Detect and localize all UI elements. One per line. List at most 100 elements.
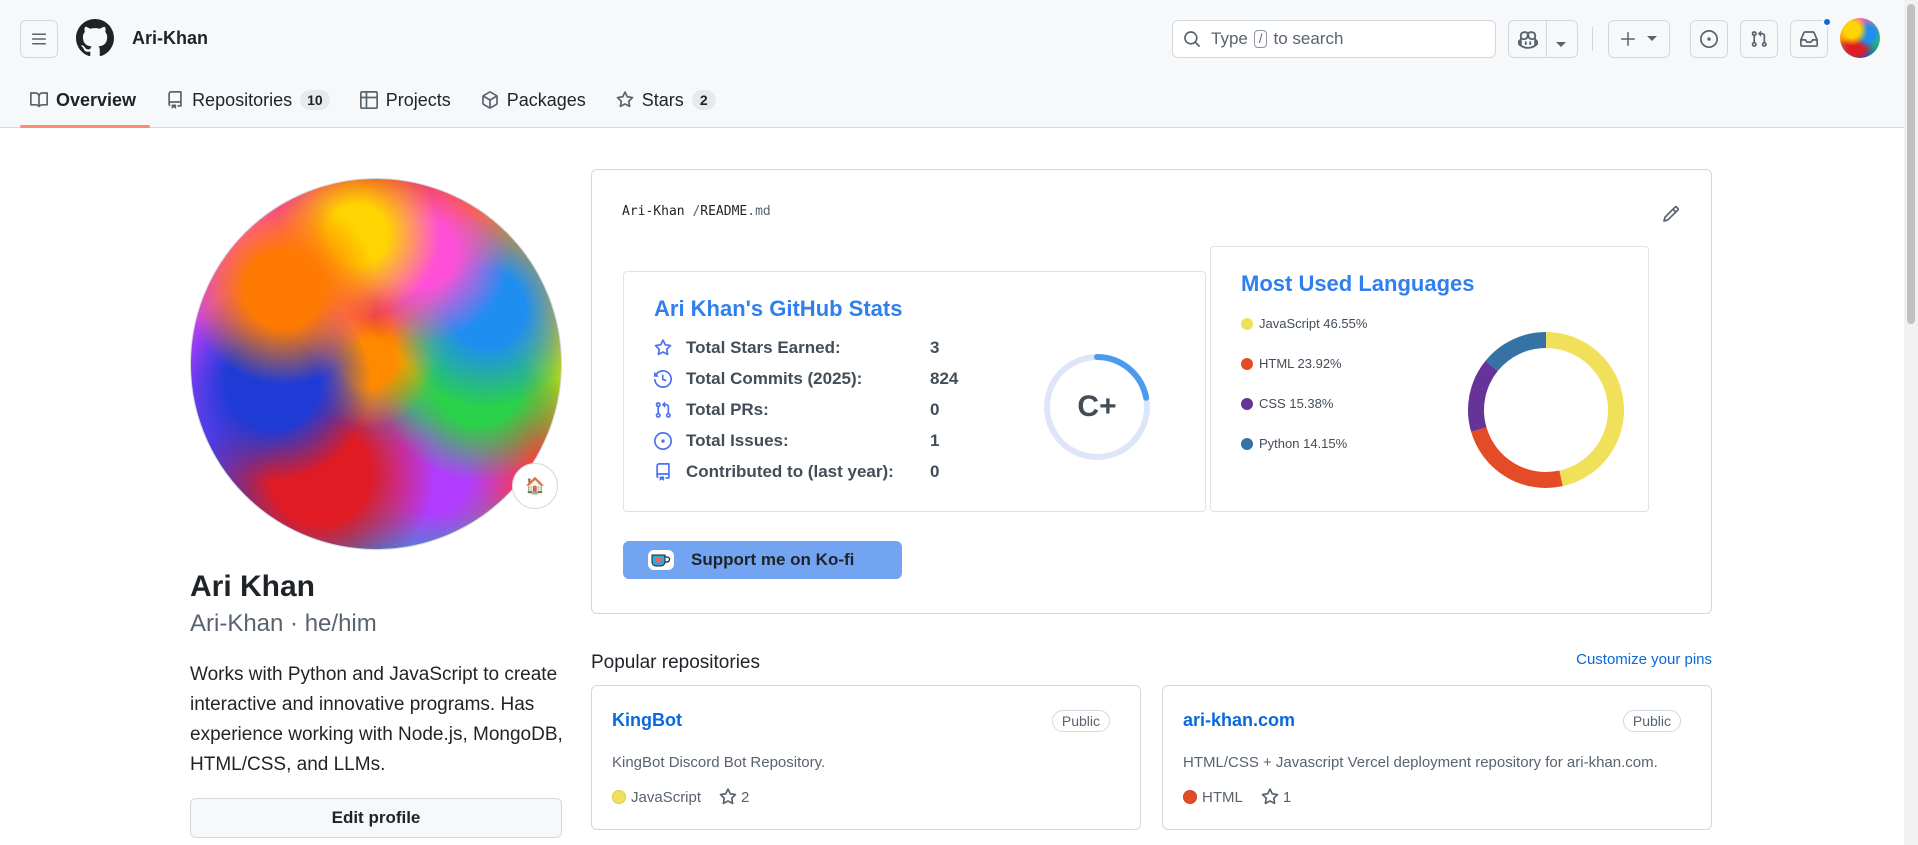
donut-slice-python [1485, 332, 1547, 372]
legend-swatch [1241, 317, 1253, 330]
tab-projects[interactable]: Projects [350, 80, 465, 120]
pinned-repo-card: KingBot Public KingBot Discord Bot Repos… [591, 685, 1141, 830]
chevron-down-icon [1646, 35, 1658, 43]
stat-value: 0 [930, 462, 940, 481]
profile-bio: Works with Python and JavaScript to crea… [190, 664, 563, 775]
repo-icon [654, 463, 678, 481]
search-prefix: Type [1211, 29, 1248, 48]
stat-value: 1 [930, 431, 940, 450]
languages-donut-chart [1468, 332, 1624, 488]
edit-readme-button[interactable] [1659, 202, 1683, 226]
kofi-button[interactable]: Support me on Ko-fi [623, 541, 902, 579]
global-header: Ari-Khan Type / to search [0, 0, 1904, 128]
edit-profile-button[interactable]: Edit profile [190, 798, 562, 838]
readme-path: Ari-Khan /README.md [622, 204, 771, 219]
book-icon [30, 92, 48, 108]
stat-value: 824 [930, 369, 959, 388]
search-suffix: to search [1273, 29, 1344, 48]
chevron-down-icon [1555, 36, 1567, 54]
pull-requests-button[interactable] [1740, 20, 1778, 58]
stat-label: Total Commits (2025): [686, 369, 863, 388]
languages-title: Most Used Languages [1241, 271, 1475, 296]
issue-icon [654, 432, 678, 450]
readme-path-separator: / [692, 204, 701, 219]
search-shortcut-key: / [1253, 30, 1268, 48]
github-logo-icon[interactable] [76, 19, 114, 57]
profile-avatar[interactable] [190, 178, 562, 550]
rank-ring [1044, 354, 1150, 460]
tab-projects-label: Projects [385, 89, 451, 110]
inbox-icon [1800, 31, 1818, 47]
tab-packages-label: Packages [506, 89, 586, 110]
repo-language: HTML [1202, 788, 1243, 806]
pinned-repo-card: ari-khan.com Public HTML/CSS + Javascrip… [1162, 685, 1712, 830]
repo-language: JavaScript [631, 788, 702, 806]
tab-packages[interactable]: Packages [471, 80, 600, 120]
legend-item: JavaScript 46.55% [1241, 316, 1367, 331]
readme-card: Ari-Khan /README.md Ari Khan's GitHub St… [591, 169, 1712, 614]
stat-row-stars: Total Stars Earned: 3 [654, 338, 939, 358]
popular-repos-title: Popular repositories [591, 652, 760, 673]
create-new-button[interactable] [1608, 20, 1670, 58]
profile-full-name: Ari Khan [190, 570, 316, 603]
tab-overview[interactable]: Overview [20, 80, 151, 128]
stat-label: Contributed to (last year): [686, 462, 894, 481]
user-avatar[interactable] [1840, 18, 1880, 58]
repo-stars-link[interactable]: 1 [1261, 788, 1291, 806]
header-divider [1592, 27, 1593, 51]
repo-star-count: 1 [1282, 788, 1292, 806]
notification-indicator [1822, 17, 1832, 27]
readme-path-ext[interactable]: .md [747, 204, 771, 219]
readme-path-owner[interactable]: Ari-Khan [622, 204, 685, 219]
tab-overview-label: Overview [56, 89, 137, 110]
copilot-button[interactable] [1508, 20, 1578, 58]
legend-label: HTML 23.92% [1259, 356, 1342, 371]
issues-button[interactable] [1690, 20, 1728, 58]
tab-repositories-label: Repositories [192, 89, 293, 110]
scrollbar-thumb[interactable] [1907, 4, 1915, 324]
language-color-dot [612, 790, 626, 804]
stat-value: 3 [930, 338, 940, 357]
star-icon [1261, 788, 1279, 805]
stat-row-contributed: Contributed to (last year): 0 [654, 462, 939, 482]
stat-row-issues: Total Issues: 1 [654, 431, 939, 451]
star-icon [616, 91, 634, 108]
status-button[interactable]: 🏠 [512, 463, 558, 509]
donut-slice-html [1471, 427, 1563, 488]
readme-path-name[interactable]: README [700, 204, 748, 219]
repo-description: KingBot Discord Bot Repository. [612, 754, 826, 771]
language-color-dot [1183, 790, 1197, 804]
repo-name-link[interactable]: ari-khan.com [1183, 710, 1296, 730]
tab-repositories[interactable]: Repositories 10 [156, 80, 344, 120]
page-scrollbar[interactable] [1904, 0, 1918, 845]
legend-label: JavaScript 46.55% [1259, 316, 1368, 331]
repo-icon [168, 91, 182, 109]
stars-count: 2 [691, 90, 716, 110]
history-icon [654, 370, 678, 388]
legend-item: CSS 15.38% [1241, 396, 1333, 411]
legend-item: HTML 23.92% [1241, 356, 1342, 371]
customize-pins-link[interactable]: Customize your pins [1576, 651, 1712, 668]
pencil-icon [1663, 206, 1679, 222]
repo-name-link[interactable]: KingBot [612, 710, 682, 730]
tab-stars-label: Stars [641, 89, 684, 110]
tab-stars[interactable]: Stars 2 [606, 80, 730, 120]
stats-title: Ari Khan's GitHub Stats [654, 296, 903, 321]
package-icon [481, 91, 498, 109]
plus-icon [1620, 31, 1636, 47]
legend-swatch [1241, 357, 1253, 370]
star-icon [654, 339, 678, 357]
search-input[interactable]: Type / to search [1172, 20, 1496, 58]
stat-label: Total Issues: [686, 431, 789, 450]
rank-grade: C+ [1077, 390, 1117, 423]
kofi-cup-icon [647, 549, 675, 571]
repo-meta: JavaScript 2 [612, 788, 749, 806]
legend-swatch [1241, 437, 1253, 450]
repo-stars-link[interactable]: 2 [719, 788, 749, 806]
repo-description: HTML/CSS + Javascript Vercel deployment … [1183, 754, 1658, 771]
donut-slice-javascript [1545, 332, 1624, 487]
notifications-button[interactable] [1790, 20, 1828, 58]
header-owner-name[interactable]: Ari-Khan [132, 28, 208, 48]
hamburger-icon [32, 33, 46, 45]
menu-button[interactable] [20, 20, 58, 58]
